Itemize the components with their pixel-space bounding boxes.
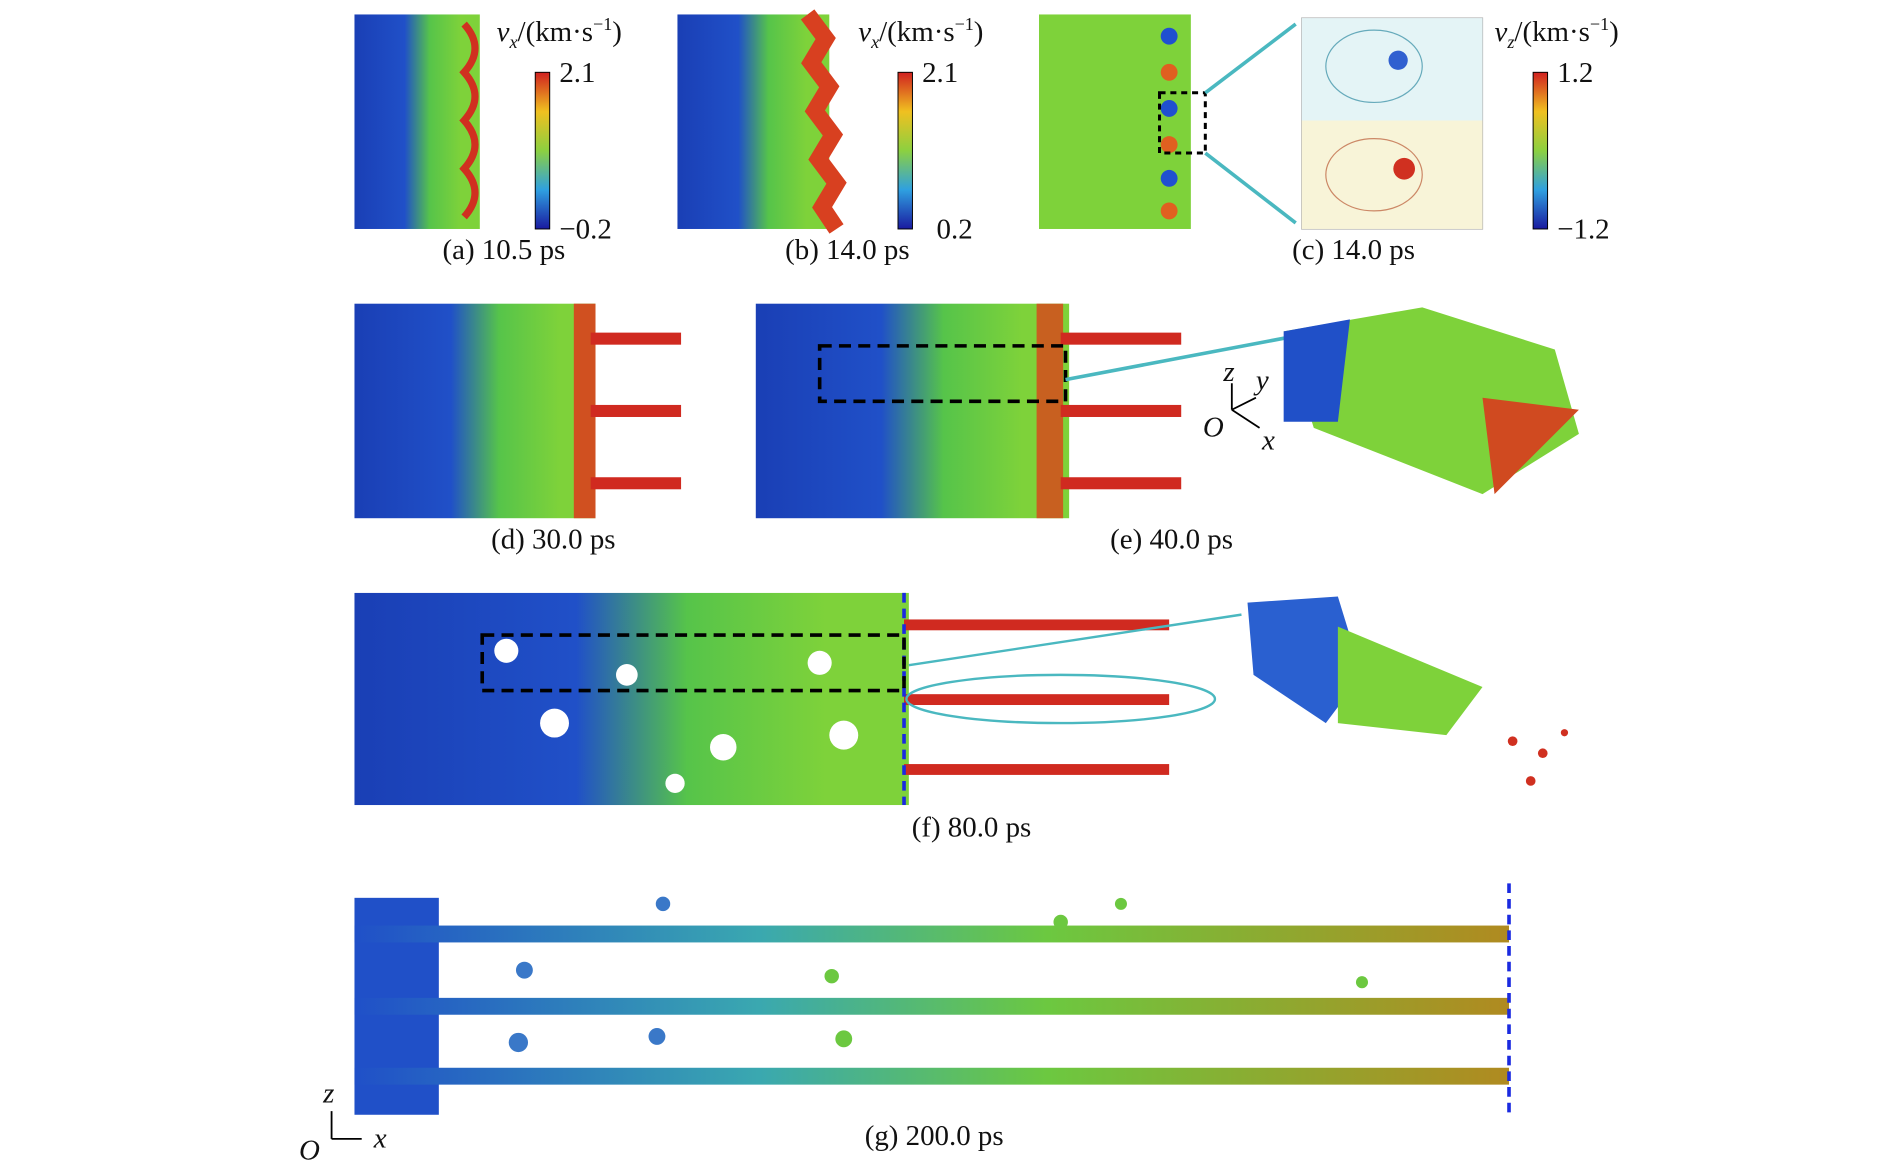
close: ) (612, 16, 622, 48)
panel-caption: (d) 30.0 ps (491, 523, 615, 555)
colorbar-min: 0.2 (937, 214, 973, 246)
axis-label: x (373, 1122, 387, 1154)
close: ) (974, 16, 984, 48)
colorbar-max: 2.1 (559, 57, 595, 89)
axis-label: z (322, 1078, 334, 1110)
axis-label: z (1222, 356, 1234, 388)
colorbar-min: −0.2 (559, 214, 611, 246)
panel-f (354, 592, 1569, 806)
panel-caption: (f) 80.0 ps (912, 811, 1032, 843)
panel-caption: (e) 40.0 ps (1110, 523, 1233, 555)
colorbar-label: vx/(km·s−1) (497, 14, 622, 52)
panel-e (755, 303, 1579, 519)
colorbar-max: 1.2 (1557, 57, 1593, 89)
power: −1 (955, 14, 974, 34)
symbol: v (497, 16, 510, 48)
unit: /(km·s (1514, 16, 1589, 48)
panel-c (1039, 14, 1549, 230)
colorbar-max: 2.1 (922, 57, 958, 89)
panel-a (354, 14, 551, 230)
colorbar-min: −1.2 (1557, 214, 1609, 246)
close: ) (1609, 16, 1619, 48)
panel-d (354, 303, 682, 519)
power: −1 (593, 14, 612, 34)
axis-label: O (1203, 411, 1224, 443)
axis-label: y (1253, 364, 1269, 396)
colorbar-label: vx/(km·s−1) (858, 14, 983, 52)
subscript: x (870, 32, 879, 52)
power: −1 (1590, 14, 1609, 34)
unit: /(km·s (879, 16, 954, 48)
symbol: v (1495, 16, 1508, 48)
panel-caption: (a) 10.5 ps (442, 234, 565, 266)
panel-b (677, 9, 913, 234)
subscript: x (509, 32, 518, 52)
panel-caption: (g) 200.0 ps (865, 1120, 1004, 1152)
axis-label: O (299, 1134, 320, 1166)
panel-caption: (b) 14.0 ps (785, 234, 909, 266)
unit: /(km·s (518, 16, 593, 48)
axis-label: x (1261, 425, 1275, 457)
subscript: z (1506, 32, 1514, 52)
panel-caption: (c) 14.0 ps (1292, 234, 1415, 266)
colorbar-label: vz/(km·s−1) (1495, 14, 1619, 52)
symbol: v (858, 16, 871, 48)
panel-g (330, 883, 1511, 1140)
